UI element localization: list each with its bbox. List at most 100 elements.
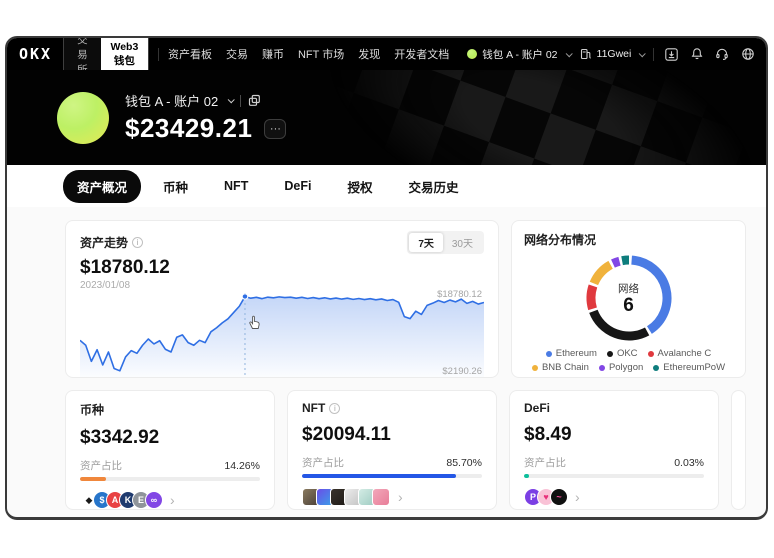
gas-value: 11Gwei: [596, 48, 632, 60]
range-toggle: 7天 30天: [407, 231, 484, 254]
asset-card-value: $8.49: [524, 424, 572, 445]
donut-segment-ethereumpow[interactable]: [620, 255, 629, 266]
donut-center-label: 网络: [618, 282, 639, 295]
legend-item-polygon[interactable]: Polygon: [598, 362, 643, 373]
copy-address-button[interactable]: [248, 94, 261, 107]
tab-3[interactable]: DeFi: [270, 172, 325, 200]
legend-item-okc[interactable]: OKC: [606, 348, 638, 359]
legend-dot: [598, 364, 605, 371]
wallet-avatar: [57, 91, 109, 144]
copy-icon: [249, 94, 261, 106]
chart-min-label: $2190.26: [442, 366, 482, 377]
legend-label: BNB Chain: [541, 362, 589, 373]
network-legend: Ethereum OKC Avalanche C BNB Chain Polygon Et…: [524, 348, 733, 373]
donut-segment-ethereum[interactable]: [630, 255, 671, 334]
okx-logo[interactable]: OKX: [19, 45, 53, 63]
legend-dot: [653, 364, 660, 371]
ratio-progress-track: [302, 474, 482, 478]
nav-link-5[interactable]: 开发者文档: [394, 49, 450, 61]
more-button[interactable]: ···: [264, 118, 287, 139]
app-window: OKX 交易所 Web3钱包 资产看板 交易 赚币 NFT 市场 发现 开发者文档 钱包 …: [5, 36, 768, 520]
legend-label: EthereumPoW: [663, 362, 726, 373]
legend-item-ethereum[interactable]: Ethereum: [545, 348, 597, 359]
globe-icon: [742, 48, 754, 60]
asset-card-value: $20094.11: [302, 424, 391, 445]
wallet-selector-label: 钱包 A - 账户 02: [482, 48, 558, 61]
divider: [158, 47, 159, 61]
info-icon[interactable]: i: [132, 237, 144, 248]
network-card-title: 网络分布情况: [524, 233, 597, 247]
gas-indicator[interactable]: 11Gwei: [580, 48, 647, 60]
asset-cards-row: 币种 $3342.92 资产占比 14.26% ◆ $ A K E ∞ › NFT i $2…: [65, 390, 746, 510]
donut-segment-polygon[interactable]: [610, 256, 621, 268]
expand-chevron-icon[interactable]: ›: [170, 492, 175, 508]
ratio-progress-fill: [80, 477, 106, 481]
tab-0[interactable]: 资产概况: [63, 169, 142, 203]
tab-1[interactable]: 币种: [149, 170, 202, 203]
range-7d-button[interactable]: 7天: [409, 233, 443, 252]
legend-dot: [606, 350, 613, 357]
asset-card-title: DeFi: [524, 401, 551, 415]
ratio-label: 资产占比: [80, 460, 122, 472]
asset-icons-row: ›: [302, 488, 482, 506]
asset-card-title: 币种: [80, 403, 105, 417]
ratio-progress-fill: [524, 474, 529, 478]
range-30d-button[interactable]: 30天: [443, 233, 482, 252]
chart-max-label: $18780.12: [437, 289, 482, 300]
download-app-button[interactable]: [663, 43, 679, 65]
nav-links: 资产看板 交易 赚币 NFT 市场 发现 开发者文档: [168, 46, 449, 62]
token-icon-5: ∞: [145, 491, 163, 509]
hero-section: 钱包 A - 账户 02 $23429.21 ···: [7, 70, 766, 165]
legend-dot: [531, 364, 538, 371]
info-icon[interactable]: i: [329, 402, 341, 414]
nav-link-1[interactable]: 交易: [225, 49, 248, 61]
tab-bar: 资产概况 币种 NFT DeFi 授权 交易历史: [7, 165, 766, 207]
notifications-button[interactable]: [689, 43, 705, 65]
asset-icons-row: ◆ $ A K E ∞ ›: [80, 491, 260, 509]
legend-item-avalanche-c[interactable]: Avalanche C: [647, 348, 711, 359]
headset-icon: [716, 48, 729, 60]
nav-link-3[interactable]: NFT 市场: [297, 49, 345, 61]
asset-card-2: DeFi $8.49 资产占比 0.03% P ♥ ~ ›: [509, 390, 719, 510]
divider: [653, 47, 655, 61]
donut-segment-okc[interactable]: [588, 309, 649, 341]
asset-trend-card: 资产走势 i 7天 30天 $18780.12 2023/01/08 $1878…: [65, 220, 499, 378]
nav-link-2[interactable]: 赚币: [261, 49, 284, 61]
checker-pattern: [284, 70, 766, 165]
donut-segment-avalanche-c[interactable]: [586, 284, 597, 311]
bell-icon: [691, 48, 703, 60]
asset-card-1: NFT i $20094.11 资产占比 85.70% ›: [287, 390, 497, 510]
network-donut-chart[interactable]: 网络 6: [581, 250, 677, 346]
divider: [240, 94, 242, 107]
download-icon: [665, 47, 678, 61]
donut-segment-bnb-chain[interactable]: [589, 260, 613, 286]
ratio-progress-track: [80, 477, 260, 481]
trend-date: 2023/01/08: [80, 280, 131, 291]
legend-item-bnb-chain[interactable]: BNB Chain: [531, 362, 589, 373]
tab-4[interactable]: 授权: [333, 170, 386, 203]
legend-item-ethereumpow[interactable]: EthereumPoW: [653, 362, 725, 373]
expand-chevron-icon[interactable]: ›: [398, 489, 403, 505]
chevron-down-icon: [565, 49, 573, 57]
legend-label: OKC: [616, 348, 638, 359]
nav-link-4[interactable]: 发现: [358, 49, 381, 61]
trend-value: $18780.12: [80, 257, 170, 278]
asset-icons-row: P ♥ ~ ›: [524, 488, 704, 506]
expand-chevron-icon[interactable]: ›: [575, 489, 580, 505]
main-content: 资产走势 i 7天 30天 $18780.12 2023/01/08 $1878…: [7, 207, 766, 510]
wallet-selector[interactable]: 钱包 A - 账户 02: [467, 47, 573, 62]
tab-2[interactable]: NFT: [210, 172, 262, 200]
language-button[interactable]: [740, 43, 756, 65]
donut-center-value: 6: [623, 294, 634, 316]
chevron-down-icon[interactable]: [227, 96, 235, 104]
tab-5[interactable]: 交易历史: [394, 170, 472, 203]
nav-link-0[interactable]: 资产看板: [167, 49, 212, 61]
support-button[interactable]: [714, 43, 730, 65]
ratio-percent: 14.26%: [224, 459, 260, 472]
trend-line-chart[interactable]: $18780.12 $2190.26: [80, 289, 484, 377]
ratio-progress-track: [524, 474, 704, 478]
token-icon-2: ~: [550, 488, 568, 506]
legend-dot: [647, 350, 654, 357]
hero-wallet-name[interactable]: 钱包 A - 账户 02: [125, 94, 219, 109]
legend-dot: [545, 350, 552, 357]
